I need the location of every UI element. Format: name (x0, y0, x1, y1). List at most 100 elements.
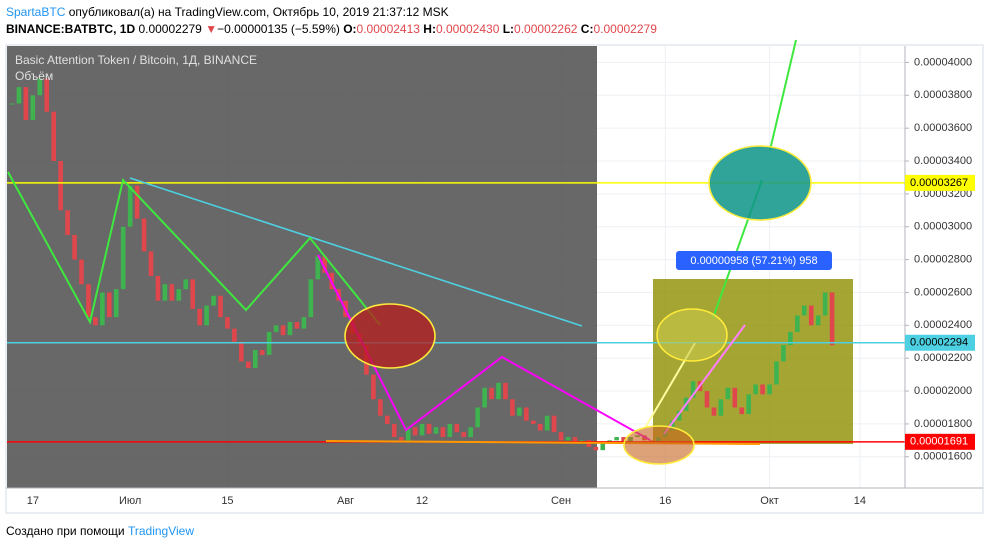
candle (197, 308, 202, 326)
candle (468, 427, 473, 438)
candle (690, 381, 696, 398)
candle (426, 423, 432, 434)
y-tick-label: 0.00002800 (914, 254, 972, 266)
measure-label-bg (676, 251, 832, 270)
candle (134, 185, 140, 219)
footer-text: Создано при помощи (6, 524, 125, 538)
candle (107, 292, 112, 318)
zigzag (7, 171, 381, 326)
candle (65, 210, 70, 235)
candle (148, 251, 154, 277)
ohlc-label: L: (502, 22, 515, 36)
candle (482, 387, 487, 408)
y-tick-label: 0.00001600 (914, 451, 972, 463)
ellipse (344, 303, 436, 369)
y-tick-label: 0.00003600 (914, 122, 972, 134)
ohlc-value: 0.00002430 (435, 22, 500, 36)
candle (176, 289, 182, 301)
candle (496, 382, 501, 400)
x-tick-label: Июл (119, 495, 141, 507)
candle (315, 256, 321, 280)
x-tick-label: 14 (854, 495, 866, 507)
ohlc-label: C: (580, 22, 594, 36)
candle (524, 407, 529, 421)
measure-box (653, 279, 853, 444)
y-tick-label: 0.00004000 (914, 56, 972, 68)
candle (503, 382, 508, 400)
candle (280, 325, 286, 336)
ohlc-value: 0.00002262 (514, 22, 578, 36)
candle (113, 289, 119, 318)
arrow (769, 39, 797, 151)
candle (391, 423, 397, 438)
level-label-bg (905, 174, 975, 191)
candle (454, 423, 460, 433)
y-tick-label: 0.00001800 (914, 418, 972, 430)
candle (802, 305, 807, 316)
candle (294, 322, 300, 329)
candle (822, 292, 828, 316)
footer: Создано при помощи TradingView (6, 524, 194, 538)
drawings (7, 39, 812, 465)
candle (273, 325, 279, 332)
ohlc-value: 0.00002413 (356, 22, 420, 36)
symbol-line: BINANCE:BATBTC, 1D 0.00002279 ▼−0.000001… (6, 22, 657, 36)
y-tick-label: 0.00002600 (914, 286, 972, 298)
y-tick-label: 0.00002200 (914, 352, 972, 364)
x-tick-label: 16 (659, 495, 671, 507)
candle (120, 226, 126, 290)
x-tick-label: 15 (221, 495, 233, 507)
candle (767, 384, 772, 395)
candle (58, 161, 63, 211)
candle (93, 317, 98, 326)
candle (371, 374, 376, 400)
footer-brand[interactable]: TradingView (127, 524, 195, 538)
ellipse (708, 145, 812, 221)
measure-label: 0.00000958 (57.21%) 958 (690, 255, 817, 267)
axes: 0.00001600 0.00001800 0.00002000 0.00002200… (27, 56, 975, 507)
ohlc-label: O: (343, 22, 357, 36)
header-line: SpartaBTC опубликовал(а) на TradingView.… (6, 5, 449, 19)
candle (412, 427, 418, 436)
candle (711, 407, 717, 416)
author[interactable]: SpartaBTC (6, 5, 66, 19)
level-label-bg (905, 334, 975, 351)
candle (419, 423, 425, 436)
x-tick-label: Авг (337, 495, 354, 507)
candle (795, 315, 800, 332)
candle (746, 394, 751, 415)
candle (537, 423, 543, 431)
candle (141, 218, 147, 252)
candle (593, 446, 599, 451)
candle (218, 295, 223, 318)
ohlc-label: H: (423, 22, 436, 36)
y-tick-label: 0.00003800 (914, 89, 972, 101)
candle (447, 423, 453, 438)
candle (815, 315, 821, 326)
candle (127, 185, 133, 227)
candle (489, 387, 494, 400)
candle (572, 437, 578, 444)
candle (829, 292, 835, 346)
ellipse (656, 308, 728, 362)
chart-title: Basic Attention Token / Bitcoin, 1Д, BIN… (15, 53, 257, 67)
candle (781, 345, 786, 362)
candle (30, 95, 36, 120)
x-tick-label: 17 (27, 495, 39, 507)
trend-line (663, 324, 746, 435)
candle (405, 427, 411, 441)
y-tick-label: 0.00003400 (914, 155, 972, 167)
candle (551, 415, 557, 433)
published: опубликовал(а) на TradingView.com, Октяб… (68, 5, 449, 19)
candle (704, 391, 710, 408)
candle (259, 349, 265, 355)
candle (322, 256, 328, 273)
candle (246, 361, 251, 369)
trend-line (129, 177, 583, 327)
candle (600, 443, 606, 451)
x-tick-label: 12 (416, 495, 428, 507)
candle (204, 305, 209, 326)
candle (16, 87, 22, 104)
level-label: 0.00003267 (910, 177, 968, 189)
